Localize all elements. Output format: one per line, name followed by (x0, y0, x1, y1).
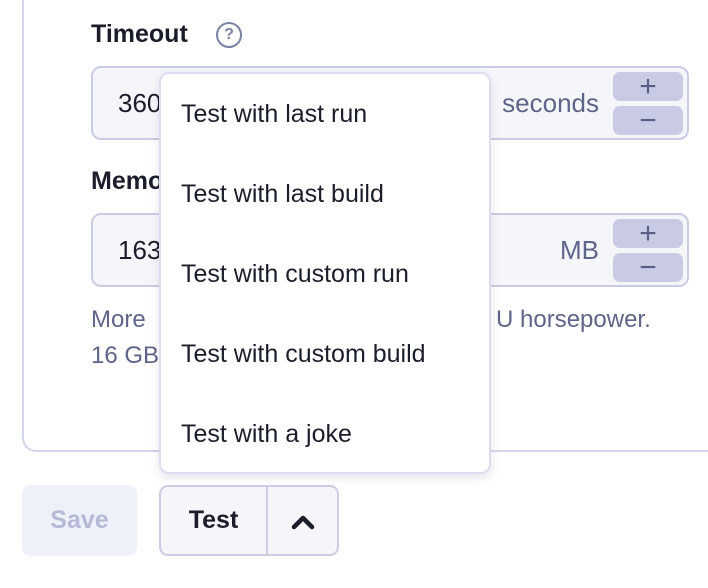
menu-item-last-build[interactable]: Test with last build (181, 180, 384, 208)
chevron-up-icon (291, 515, 315, 530)
question-circle-icon[interactable]: ? (216, 22, 242, 48)
menu-item-custom-build[interactable]: Test with custom build (181, 340, 426, 368)
test-split-button: Test (159, 485, 339, 556)
memory-unit: MB (560, 235, 599, 265)
memory-helper-start: More (91, 306, 146, 333)
memory-decrement-button[interactable]: − (613, 253, 683, 283)
timeout-unit: seconds (502, 88, 599, 118)
memory-increment-button[interactable]: + (613, 219, 683, 249)
memory-helper-end: U horsepower. (496, 306, 651, 333)
split-divider (266, 487, 268, 554)
test-button[interactable]: Test (188, 506, 239, 534)
timeout-increment-button[interactable]: + (613, 72, 683, 102)
menu-item-custom-run[interactable]: Test with custom run (181, 260, 409, 288)
timeout-value[interactable]: 360 (118, 88, 162, 118)
save-button[interactable]: Save (22, 485, 137, 556)
timeout-decrement-button[interactable]: − (613, 106, 683, 136)
menu-item-last-run[interactable]: Test with last run (181, 100, 368, 128)
menu-item-joke[interactable]: Test with a joke (181, 420, 352, 448)
timeout-label: Timeout (91, 20, 188, 48)
menu-toggle-button[interactable] (268, 487, 337, 554)
test-options-menu: Test with last run Test with last build … (159, 72, 491, 474)
memory-helper-line2: 16 GB (91, 342, 160, 369)
memory-value[interactable]: 163 (118, 235, 162, 265)
